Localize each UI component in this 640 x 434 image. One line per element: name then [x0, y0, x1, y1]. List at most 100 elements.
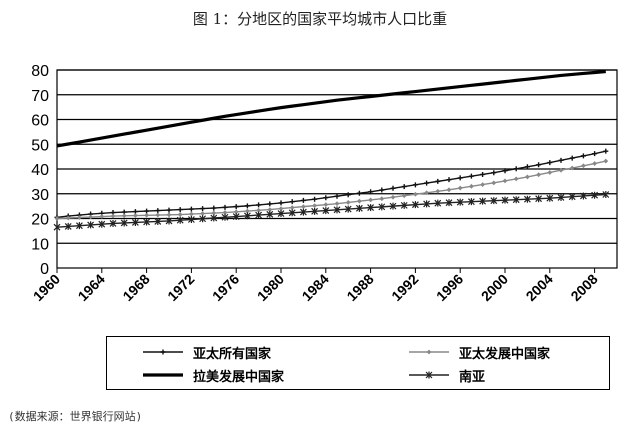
data-point	[210, 214, 218, 222]
data-point	[155, 208, 161, 214]
data-point	[368, 189, 374, 195]
data-point	[535, 195, 543, 203]
data-point	[64, 222, 72, 230]
data-point	[233, 209, 239, 215]
data-point	[367, 204, 375, 212]
data-point	[390, 194, 396, 200]
data-point	[513, 176, 519, 182]
y-tick-label: 30	[31, 187, 49, 204]
x-tick-label: 1992	[388, 271, 421, 304]
data-point	[502, 178, 508, 184]
data-point	[547, 170, 553, 175]
x-tick-label: 2008	[567, 271, 600, 304]
data-point	[245, 208, 250, 214]
data-point	[378, 203, 386, 211]
data-point	[333, 206, 341, 214]
data-point	[187, 215, 195, 223]
data-point	[200, 211, 205, 216]
data-point	[456, 198, 464, 206]
data-point	[457, 185, 463, 191]
data-point	[401, 193, 407, 199]
data-point	[266, 210, 274, 218]
data-point	[423, 200, 431, 208]
data-point	[277, 210, 285, 218]
x-tick-label: 1964	[75, 271, 108, 304]
data-point	[334, 193, 340, 199]
data-point	[88, 214, 93, 220]
legend-swatch-3	[409, 371, 449, 379]
data-point	[176, 216, 184, 224]
data-point	[345, 192, 351, 198]
data-point	[200, 206, 206, 212]
data-point	[424, 190, 429, 196]
data-point	[558, 157, 564, 163]
data-point	[379, 187, 385, 193]
data-point	[222, 204, 228, 210]
data-point	[479, 197, 487, 205]
legend-item-3: 南亚	[407, 365, 485, 385]
data-point	[602, 190, 610, 198]
data-point	[143, 218, 151, 226]
data-point	[323, 195, 329, 201]
x-tick-label: 1976	[209, 271, 242, 304]
y-tick-label: 80	[31, 63, 49, 80]
axes	[56, 69, 618, 273]
data-point	[468, 173, 474, 179]
data-point	[446, 177, 452, 183]
data-point	[491, 180, 497, 186]
data-point	[267, 207, 273, 212]
data-point	[233, 204, 239, 210]
data-point	[222, 210, 228, 215]
data-point	[389, 202, 397, 210]
data-point	[469, 183, 474, 189]
data-point	[131, 218, 139, 226]
data-point	[400, 201, 408, 209]
data-point	[512, 196, 520, 204]
data-point	[457, 175, 463, 181]
data-point	[536, 162, 542, 168]
data-point	[591, 191, 599, 199]
data-point	[581, 163, 586, 169]
series-line	[56, 193, 606, 228]
data-point	[312, 203, 317, 209]
legend-swatch-2	[143, 373, 183, 377]
legend-label: 拉美发展中国家	[193, 369, 285, 385]
y-tick-label: 40	[31, 162, 49, 179]
data-point	[221, 213, 229, 221]
data-point	[323, 202, 329, 208]
data-point	[524, 164, 530, 170]
series-3	[53, 190, 610, 231]
data-point	[54, 216, 60, 221]
data-point	[243, 212, 251, 220]
data-point	[413, 191, 418, 197]
data-point	[480, 182, 485, 187]
data-point	[546, 194, 554, 202]
data-point	[189, 211, 194, 217]
series-line	[56, 150, 606, 218]
y-tick-label: 60	[31, 113, 49, 130]
x-tick-label: 1984	[299, 271, 332, 304]
legend-item-1: 亚太发展中国家	[407, 342, 550, 362]
data-point	[368, 197, 373, 203]
chart-title: 图 1：分地区的国家平均城市人口比重	[192, 10, 448, 28]
data-point	[434, 199, 442, 207]
data-point	[256, 207, 261, 213]
data-point	[144, 208, 150, 214]
data-point	[288, 209, 296, 217]
data-point	[513, 166, 519, 172]
x-tick-label: 1996	[433, 271, 466, 304]
data-point	[569, 165, 575, 171]
data-point	[87, 221, 95, 229]
data-point	[536, 172, 541, 178]
legend-label: 亚太发展中国家	[459, 346, 551, 362]
data-point	[300, 197, 306, 203]
data-point	[301, 204, 306, 210]
data-point	[121, 213, 127, 219]
legend-marker	[160, 349, 166, 355]
data-point	[568, 193, 576, 201]
data-point	[154, 217, 162, 225]
data-point	[569, 155, 575, 161]
data-point	[232, 213, 240, 221]
data-point	[177, 207, 183, 213]
